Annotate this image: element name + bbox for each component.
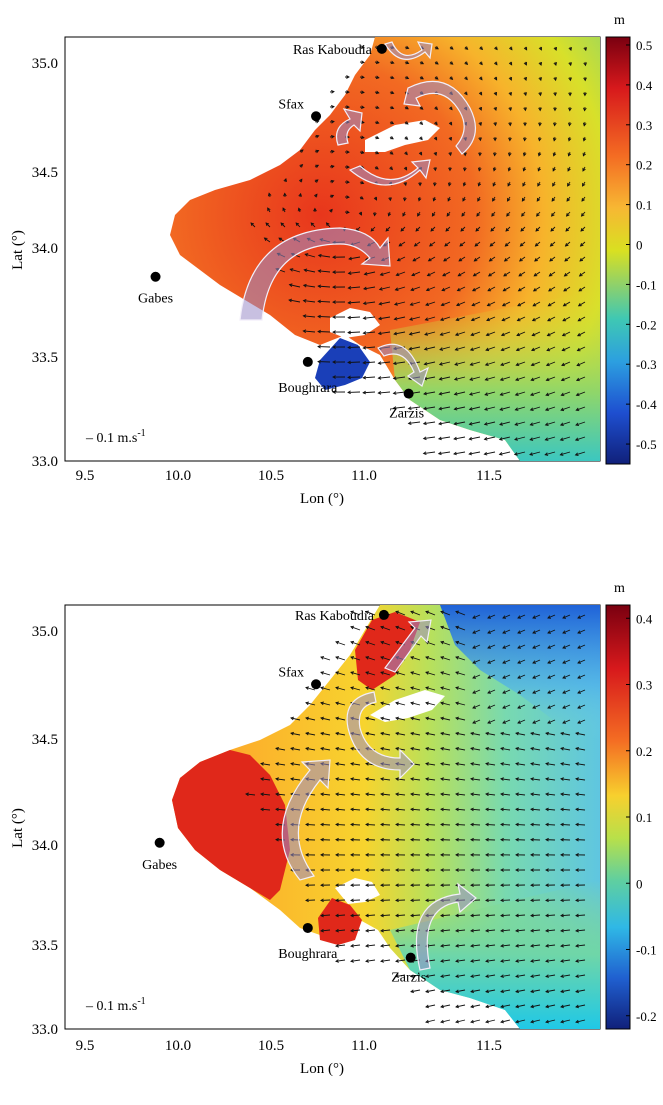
velocity-vector (318, 316, 330, 317)
colorbar-tick-label: -0.1 (636, 277, 657, 292)
place-label: Zarzis (391, 971, 426, 986)
top-map-svg: Ras Kaboudia Sfax Gabes Boughrara Zarzis 9.5… (0, 0, 663, 550)
colorbar-tick-label: -0.3 (636, 357, 657, 372)
colorbar-tick-label: 0.5 (636, 38, 652, 53)
place-label: Zarzis (389, 407, 424, 422)
x-tick-label: 9.5 (76, 1038, 95, 1054)
x-tick-label: 11.5 (476, 468, 502, 484)
colorbar-tick-label: 0.2 (636, 744, 652, 759)
place-label: Sfax (278, 97, 304, 112)
x-tick-label: 11.0 (351, 1038, 377, 1054)
place-dot (311, 679, 321, 689)
y-tick-label: 34.5 (32, 732, 58, 748)
y-tick-label: 33.5 (32, 938, 58, 954)
place-dot (404, 389, 414, 399)
colorbar-tick-label: 0 (636, 238, 643, 253)
x-tick-label: 9.5 (76, 468, 95, 484)
colorbar-tick-label: -0.2 (636, 1009, 657, 1024)
place-dot (155, 838, 165, 848)
colorbar-tick-label: 0.2 (636, 158, 652, 173)
x-tick-label: 10.0 (165, 1038, 191, 1054)
x-tick-label: 11.0 (351, 468, 377, 484)
velocity-vector (348, 347, 360, 348)
y-tick-label: 33.5 (32, 350, 58, 366)
place-label: Sfax (278, 665, 304, 680)
velocity-scale-label: – 0.1 m.s-1 (85, 428, 146, 446)
y-tick-label: 35.0 (32, 56, 58, 72)
colorbar-tick-label: 0.3 (636, 118, 652, 133)
place-label: Boughrara (278, 947, 338, 962)
velocity-vector (348, 332, 360, 333)
colorbar-unit: m (614, 581, 625, 596)
y-tick-label: 33.0 (32, 454, 58, 470)
colorbar-unit: m (614, 13, 625, 28)
place-dot (377, 44, 387, 54)
y-tick-label: 33.0 (32, 1022, 58, 1038)
top-map-panel: Ras Kaboudia Sfax Gabes Boughrara Zarzis 9.5… (0, 0, 663, 550)
place-label: Boughrara (278, 381, 338, 396)
colorbar (606, 37, 630, 464)
x-axis-label: Lon (°) (300, 491, 344, 507)
colorbar-tick-label: -0.2 (636, 317, 657, 332)
colorbar-tick-label: 0 (636, 876, 643, 891)
colorbar-tick-label: 0.3 (636, 678, 652, 693)
place-dot (303, 923, 313, 933)
place-label: Ras Kaboudia (295, 609, 375, 624)
y-axis: 35.0 34.5 34.0 33.5 33.0 Lat (°) (10, 624, 58, 1038)
place-label: Ras Kaboudia (293, 43, 373, 58)
x-tick-label: 10.5 (258, 468, 284, 484)
place-label: Gabes (142, 858, 177, 873)
y-axis: 35.0 34.5 34.0 33.5 33.0 Lat (°) (10, 56, 58, 470)
place-dot (151, 272, 161, 282)
velocity-vector (318, 331, 330, 332)
place-label: Gabes (138, 292, 173, 307)
place-dot (379, 610, 389, 620)
velocity-scale-label: – 0.1 m.s-1 (85, 996, 146, 1014)
y-axis-label: Lat (°) (10, 230, 26, 270)
x-tick-label: 11.5 (476, 1038, 502, 1054)
colorbar-ticks: 0.4 0.3 0.2 0.1 0 -0.1 -0.2 (626, 611, 657, 1024)
colorbar-tick-label: -0.5 (636, 437, 657, 452)
colorbar-tick-label: 0.1 (636, 810, 652, 825)
y-tick-label: 34.5 (32, 165, 58, 181)
colorbar-tick-label: -0.4 (636, 397, 657, 412)
place-dot (311, 111, 321, 121)
x-axis: 9.5 10.0 10.5 11.0 11.5 Lon (°) (76, 1038, 502, 1077)
y-tick-label: 34.0 (32, 241, 58, 257)
y-tick-label: 35.0 (32, 624, 58, 640)
y-axis-label: Lat (°) (10, 808, 26, 848)
colorbar-tick-label: 0.4 (636, 78, 653, 93)
colorbar-tick-label: -0.1 (636, 943, 657, 958)
x-tick-label: 10.5 (258, 1038, 284, 1054)
colorbar-tick-label: 0.1 (636, 198, 652, 213)
bottom-map-panel: Ras Kaboudia Sfax Gabes Boughrara Zarzis 9.5… (0, 550, 663, 1100)
place-dot (303, 357, 313, 367)
place-dot (406, 953, 416, 963)
colorbar-tick-label: 0.4 (636, 611, 653, 626)
x-axis-label: Lon (°) (300, 1061, 344, 1077)
y-tick-label: 34.0 (32, 838, 58, 854)
bottom-map-svg: Ras Kaboudia Sfax Gabes Boughrara Zarzis 9.5… (0, 550, 663, 1100)
colorbar-ticks: 0.5 0.4 0.3 0.2 0.1 0 -0.1 -0.2 -0.3 -0.4 -0.5 (626, 38, 657, 452)
x-tick-label: 10.0 (165, 468, 191, 484)
x-axis: 9.5 10.0 10.5 11.0 11.5 Lon (°) (76, 468, 502, 507)
